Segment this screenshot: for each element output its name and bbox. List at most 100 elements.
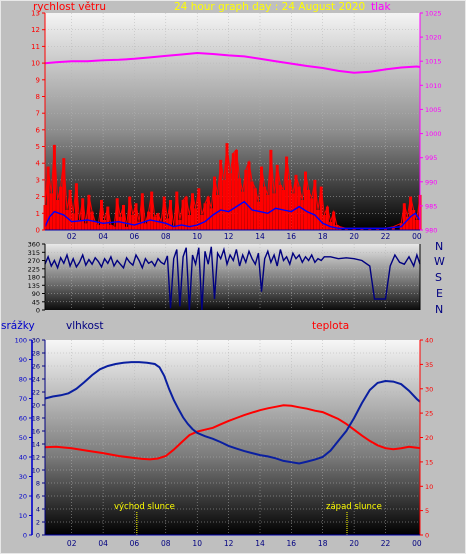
wind-gust-bar	[272, 193, 276, 230]
rain-tick-label: 50	[19, 434, 27, 442]
pressure-label: tlak	[371, 1, 391, 13]
hum-x-tick-label: 02	[67, 539, 77, 548]
pressure-y-tick-label: 995	[425, 154, 437, 162]
wind-gust-bar	[384, 228, 387, 230]
wind-gust-bar	[150, 191, 154, 230]
wind-gust-bar	[56, 200, 60, 230]
wind-gust-bar	[300, 200, 304, 230]
dir-y-tick-label: 90	[32, 290, 40, 298]
wind-gust-bar	[344, 228, 348, 230]
wind-gust-bar	[137, 221, 141, 230]
temp-y-tick-label: 35	[425, 361, 433, 369]
wind-x-tick-label: 04	[98, 232, 108, 241]
wind-gust-bar	[402, 203, 406, 230]
hum-y-tick-label: 26	[32, 363, 40, 371]
hum-x-tick-label: 14	[255, 539, 265, 548]
rain-tick-label: 90	[19, 356, 27, 364]
wind-y-tick-label: 5	[36, 143, 40, 151]
wind-gust-bar	[109, 225, 113, 230]
temp-y-tick-label: 40	[425, 337, 433, 345]
dir-y-tick-label: 225	[28, 265, 40, 273]
wind-gust-bar	[206, 196, 210, 230]
wind-gust-bar	[368, 228, 372, 230]
wind-gust-bar	[103, 220, 107, 230]
wind-gust-bar	[391, 226, 395, 230]
hum-y-tick-label: 24	[32, 376, 40, 384]
hum-y-tick-label: 8	[36, 480, 40, 488]
pressure-y-tick-label: 1000	[425, 130, 442, 138]
pressure-y-tick-label: 990	[425, 178, 437, 186]
wind-gust-bar	[307, 189, 311, 230]
pressure-y-tick-label: 1025	[425, 10, 442, 18]
dir-letter-n-bottom: N	[435, 303, 443, 316]
wind-y-tick-label: 8	[36, 93, 40, 101]
humidity-temperature-chart: 0102030405060708090100024681012141618202…	[15, 337, 434, 549]
wind-gust-bar	[118, 216, 122, 230]
wind-y-tick-label: 1	[36, 210, 40, 218]
wind-gust-bar	[122, 205, 125, 230]
wind-gust-bar	[313, 179, 317, 230]
wind-gust-bar	[197, 188, 201, 230]
wind-pressure-chart: 0123456789101112139809859909951000100510…	[31, 10, 441, 242]
wind-gust-bar	[184, 196, 188, 230]
wind-gust-bar	[247, 161, 251, 230]
wind-gust-bar	[266, 194, 270, 230]
pressure-y-tick-label: 1015	[425, 58, 442, 66]
wind-gust-bar	[213, 176, 216, 230]
wind-x-tick-label: 12	[224, 232, 234, 241]
chart-title: 24 hour graph day : 24 August 2020	[174, 1, 365, 13]
wind-gust-bar	[100, 200, 103, 230]
wind-x-tick-label: 22	[381, 232, 391, 241]
wind-gust-bar	[191, 193, 194, 230]
wind-x-tick-label: 02	[67, 232, 77, 241]
wind-y-tick-label: 6	[36, 126, 41, 134]
wind-gust-bar	[106, 206, 110, 230]
rain-tick-label: 60	[19, 415, 27, 423]
wind-gust-bar	[115, 198, 119, 230]
dir-y-tick-label: 270	[28, 257, 40, 265]
hum-x-tick-label: 04	[98, 539, 108, 548]
wind-gust-bar	[332, 211, 336, 230]
wind-x-tick-label: 16	[287, 232, 297, 241]
hum-x-tick-label: 06	[130, 539, 140, 548]
wind-y-tick-label: 4	[36, 160, 41, 168]
wind-gust-bar	[294, 174, 298, 230]
wind-y-tick-label: 9	[36, 76, 40, 84]
wind-gust-bar	[162, 196, 166, 230]
wind-gust-bar	[74, 183, 78, 230]
rain-tick-label: 0	[23, 532, 27, 540]
wind-gust-bar	[203, 203, 207, 230]
rain-tick-label: 30	[19, 473, 27, 481]
wind-gust-bar	[291, 193, 295, 230]
humidity-label: vlhkost	[66, 320, 104, 332]
wind-gust-bar	[415, 220, 419, 230]
wind-gust-bar	[228, 173, 232, 230]
pressure-y-tick-label: 1005	[425, 106, 442, 114]
wind-gust-bar	[181, 200, 185, 230]
temp-y-tick-label: 20	[425, 434, 433, 442]
temp-y-tick-label: 15	[425, 458, 433, 466]
humidity-line	[44, 361, 421, 465]
dir-y-tick-label: 360	[28, 241, 40, 249]
dir-letter-w: W	[434, 255, 445, 268]
wind-gust-bar	[297, 186, 301, 230]
hum-x-tick-label: 10	[192, 539, 202, 548]
hum-x-tick-label: 12	[224, 539, 234, 548]
dir-letter-s: S	[435, 271, 442, 284]
wind-gust-bar	[187, 215, 191, 230]
rain-tick-label: 10	[19, 512, 27, 520]
wind-gust-bar	[360, 228, 364, 230]
hum-x-tick-label: 08	[161, 539, 171, 548]
wind-gust-bar	[225, 143, 229, 230]
hum-y-tick-label: 28	[32, 350, 40, 358]
hum-y-tick-label: 30	[32, 337, 40, 345]
wind-gust-bar	[304, 171, 307, 230]
sunset-label: západ slunce	[326, 502, 382, 512]
hum-y-tick-label: 16	[32, 428, 40, 436]
wind-gust-bar	[172, 226, 176, 230]
dir-letter-n-top: N	[435, 240, 443, 253]
wind-gust-bar	[376, 228, 380, 230]
